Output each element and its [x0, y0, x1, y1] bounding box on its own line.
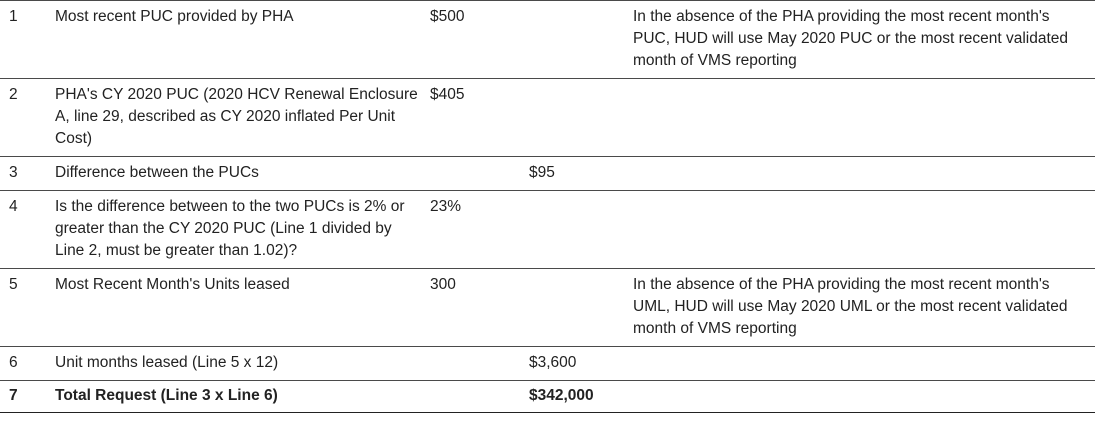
table-row: 1 Most recent PUC provided by PHA $500 I… — [0, 0, 1095, 79]
line-note: In the absence of the PHA providing the … — [633, 0, 1095, 79]
total-row: 7 Total Request (Line 3 x Line 6) $342,0… — [0, 380, 1095, 413]
line-subtotal — [529, 0, 633, 79]
line-description: Most recent PUC provided by PHA — [55, 0, 430, 79]
line-amount — [430, 346, 529, 381]
line-number: 4 — [0, 190, 55, 269]
line-subtotal — [529, 78, 633, 157]
line-amount — [430, 380, 529, 413]
table-row: 4 Is the difference between to the two P… — [0, 190, 1095, 269]
line-subtotal: $342,000 — [529, 380, 633, 413]
line-amount — [430, 156, 529, 191]
line-amount: 300 — [430, 268, 529, 347]
line-amount: 23% — [430, 190, 529, 269]
line-number: 1 — [0, 0, 55, 79]
line-note — [633, 190, 1095, 269]
line-number: 7 — [0, 380, 55, 413]
line-subtotal: $3,600 — [529, 346, 633, 381]
line-note — [633, 78, 1095, 157]
line-description: Difference between the PUCs — [55, 156, 430, 191]
table-row: 2 PHA's CY 2020 PUC (2020 HCV Renewal En… — [0, 78, 1095, 157]
line-number: 6 — [0, 346, 55, 381]
line-description: Is the difference between to the two PUC… — [55, 190, 430, 269]
line-number: 2 — [0, 78, 55, 157]
line-subtotal: $95 — [529, 156, 633, 191]
line-description: PHA's CY 2020 PUC (2020 HCV Renewal Encl… — [55, 78, 430, 157]
line-subtotal — [529, 268, 633, 347]
line-amount: $500 — [430, 0, 529, 79]
table-row: 5 Most Recent Month's Units leased 300 I… — [0, 268, 1095, 347]
line-description: Total Request (Line 3 x Line 6) — [55, 380, 430, 413]
puc-calculation-table: 1 Most recent PUC provided by PHA $500 I… — [0, 0, 1095, 413]
line-note: In the absence of the PHA providing the … — [633, 268, 1095, 347]
line-number: 5 — [0, 268, 55, 347]
line-note — [633, 346, 1095, 381]
line-number: 3 — [0, 156, 55, 191]
table-row: 6 Unit months leased (Line 5 x 12) $3,60… — [0, 346, 1095, 381]
table-row: 3 Difference between the PUCs $95 — [0, 156, 1095, 191]
line-subtotal — [529, 190, 633, 269]
line-note — [633, 156, 1095, 191]
line-description: Unit months leased (Line 5 x 12) — [55, 346, 430, 381]
line-amount: $405 — [430, 78, 529, 157]
line-note — [633, 380, 1095, 413]
line-description: Most Recent Month's Units leased — [55, 268, 430, 347]
